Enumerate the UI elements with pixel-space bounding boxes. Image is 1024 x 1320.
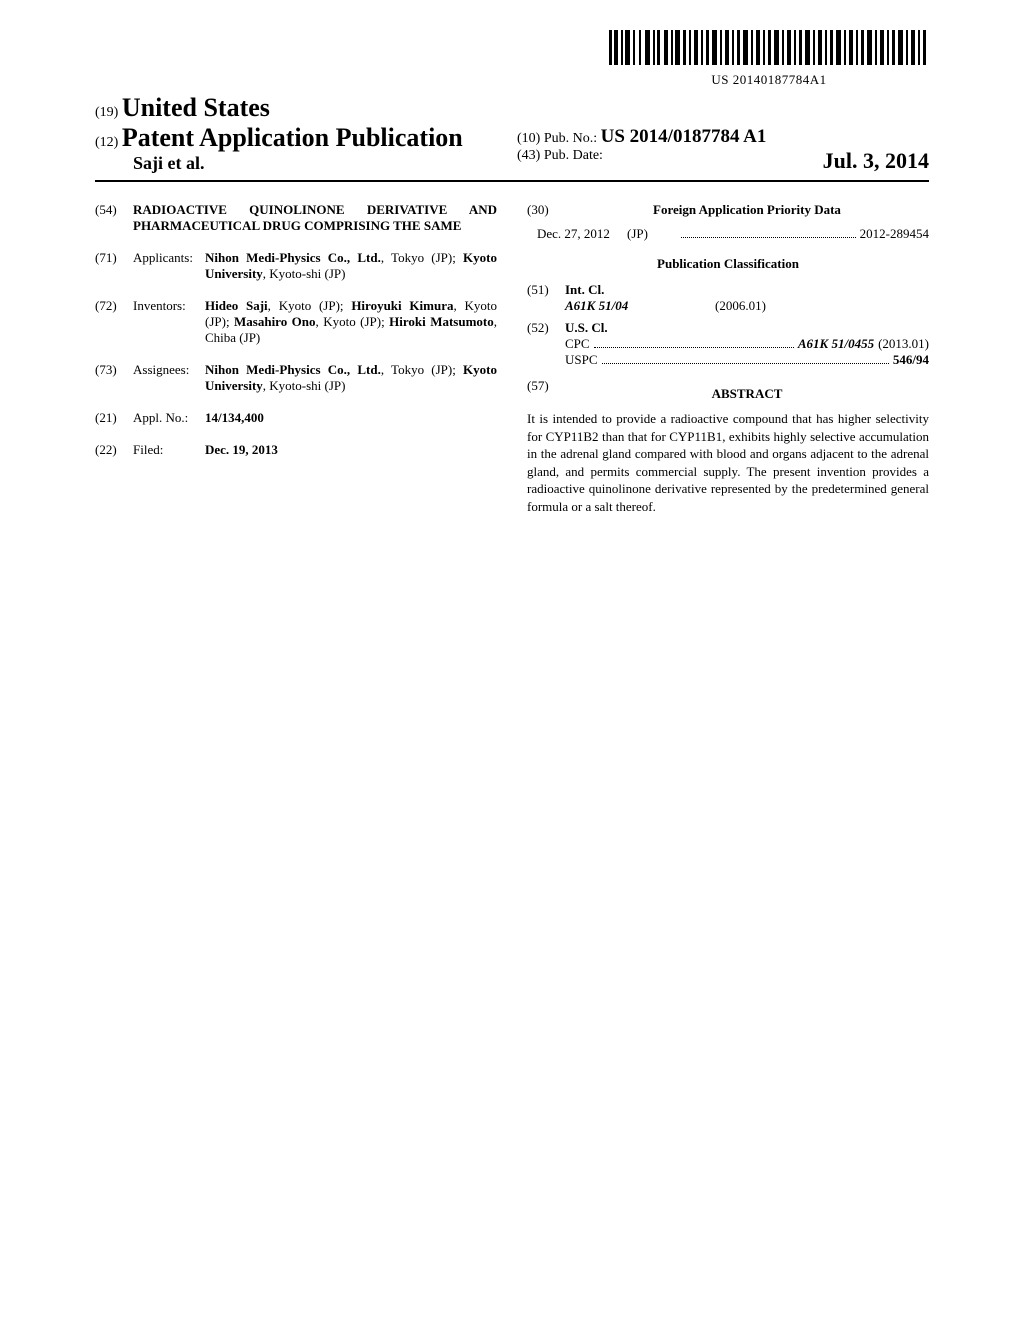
pub-date-line: (43) Pub. Date: Jul. 3, 2014 — [517, 148, 929, 174]
content-columns: (54) RADIOACTIVE QUINOLINONE DERIVATIVE … — [95, 202, 929, 515]
uscl-section: (52) U.S. Cl. CPC A61K 51/0455 (2013.01)… — [527, 320, 929, 368]
assignees-label: Assignees: — [133, 362, 205, 394]
filed-label: Filed: — [133, 442, 205, 458]
assignees-content: Nihon Medi-Physics Co., Ltd., Tokyo (JP)… — [205, 362, 497, 394]
priority-row: Dec. 27, 2012 (JP) 2012-289454 — [527, 226, 929, 242]
appl-no-field: (21) Appl. No.: 14/134,400 — [95, 410, 497, 426]
appl-no-label: Appl. No.: — [133, 410, 205, 426]
inventor-3: Masahiro Ono — [234, 314, 316, 329]
applicant-1-name: Nihon Medi-Physics Co., Ltd. — [205, 250, 381, 265]
dotted-fill-icon — [594, 338, 794, 348]
title-code: (54) — [95, 202, 133, 234]
intcl-row: A61K 51/04 (2006.01) — [527, 298, 929, 314]
applicants-content: Nihon Medi-Physics Co., Ltd., Tokyo (JP)… — [205, 250, 497, 282]
barcode-icon — [609, 30, 929, 65]
assignees-field: (73) Assignees: Nihon Medi-Physics Co., … — [95, 362, 497, 394]
inventor-1-loc: , Kyoto (JP); — [268, 298, 352, 313]
cpc-row: CPC A61K 51/0455 (2013.01) — [527, 336, 929, 352]
left-column: (54) RADIOACTIVE QUINOLINONE DERIVATIVE … — [95, 202, 497, 515]
appl-no-value: 14/134,400 — [205, 410, 497, 426]
intcl-class: A61K 51/04 — [565, 298, 665, 314]
inventor-3-loc: , Kyoto (JP); — [316, 314, 390, 329]
pub-date-value: Jul. 3, 2014 — [823, 148, 929, 174]
priority-number: 2012-289454 — [860, 226, 929, 242]
pub-date-code: (43) — [517, 148, 540, 163]
filed-code: (22) — [95, 442, 133, 458]
uscl-code: (52) — [527, 320, 565, 336]
classification-heading: Publication Classification — [527, 256, 929, 272]
intcl-header: (51) Int. Cl. — [527, 282, 929, 298]
uscl-header: (52) U.S. Cl. — [527, 320, 929, 336]
inventors-field: (72) Inventors: Hideo Saji, Kyoto (JP); … — [95, 298, 497, 346]
country-code: (19) — [95, 105, 118, 120]
assignee-2-loc: , Kyoto-shi (JP) — [263, 378, 346, 393]
abstract-heading: ABSTRACT — [565, 386, 929, 402]
applicants-field: (71) Applicants: Nihon Medi-Physics Co.,… — [95, 250, 497, 282]
barcode-area: US 20140187784A1 — [95, 30, 929, 89]
uscl-label: U.S. Cl. — [565, 320, 608, 336]
pub-no-value: US 2014/0187784 A1 — [601, 126, 767, 147]
inventors-content: Hideo Saji, Kyoto (JP); Hiroyuki Kimura,… — [205, 298, 497, 346]
intcl-date: (2006.01) — [715, 298, 766, 314]
pub-type-line: (12) Patent Application Publication — [95, 123, 507, 153]
doc-type-code: (12) — [95, 135, 118, 150]
inventor-1: Hideo Saji — [205, 298, 268, 313]
applicants-label: Applicants: — [133, 250, 205, 282]
inventors-label: Inventors: — [133, 298, 205, 346]
barcode-number: US 20140187784A1 — [609, 72, 929, 88]
right-column: (30) Foreign Application Priority Data D… — [527, 202, 929, 515]
filed-value: Dec. 19, 2013 — [205, 442, 497, 458]
foreign-priority-field: (30) Foreign Application Priority Data — [527, 202, 929, 218]
intcl-section: (51) Int. Cl. A61K 51/04 (2006.01) — [527, 282, 929, 314]
pub-no-label: Pub. No.: — [544, 131, 597, 146]
pub-no-code: (10) — [517, 131, 540, 146]
intcl-label: Int. Cl. — [565, 282, 604, 298]
uspc-row: USPC 546/94 — [527, 352, 929, 368]
appl-no-code: (21) — [95, 410, 133, 426]
authors-line: Saji et al. — [95, 153, 507, 174]
priority-country: (JP) — [627, 226, 677, 242]
applicants-code: (71) — [95, 250, 133, 282]
intcl-code: (51) — [527, 282, 565, 298]
abstract-heading-wrap: ABSTRACT — [565, 378, 929, 410]
country-name: United States — [122, 93, 270, 122]
barcode-container: US 20140187784A1 — [609, 30, 929, 88]
uspc-label: USPC — [565, 352, 598, 368]
foreign-priority-heading: Foreign Application Priority Data — [565, 202, 929, 218]
abstract-text: It is intended to provide a radioactive … — [527, 410, 929, 515]
assignee-1-name: Nihon Medi-Physics Co., Ltd. — [205, 362, 381, 377]
foreign-priority-heading-wrap: Foreign Application Priority Data — [565, 202, 929, 218]
inventors-code: (72) — [95, 298, 133, 346]
country-line: (19) United States — [95, 93, 507, 123]
pub-no-line: (10) Pub. No.: US 2014/0187784 A1 — [517, 126, 929, 148]
doc-type: Patent Application Publication — [122, 123, 463, 152]
cpc-label: CPC — [565, 336, 590, 352]
title-field: (54) RADIOACTIVE QUINOLINONE DERIVATIVE … — [95, 202, 497, 234]
assignees-code: (73) — [95, 362, 133, 394]
cpc-date: (2013.01) — [878, 336, 929, 352]
assignee-1-loc: , Tokyo (JP); — [381, 362, 463, 377]
pub-date-label: Pub. Date: — [544, 148, 603, 163]
header-left: (19) United States (12) Patent Applicati… — [95, 93, 507, 174]
applicant-2-loc: , Kyoto-shi (JP) — [263, 266, 346, 281]
inventor-2: Hiroyuki Kimura — [351, 298, 453, 313]
dotted-fill-icon — [681, 228, 856, 238]
filed-field: (22) Filed: Dec. 19, 2013 — [95, 442, 497, 458]
abstract-header-row: (57) ABSTRACT — [527, 378, 929, 410]
abstract-code: (57) — [527, 378, 565, 410]
header-right: (10) Pub. No.: US 2014/0187784 A1 (43) P… — [507, 126, 929, 174]
header: (19) United States (12) Patent Applicati… — [95, 93, 929, 182]
dotted-fill-icon — [602, 354, 889, 364]
priority-date: Dec. 27, 2012 — [537, 226, 627, 242]
title-text: RADIOACTIVE QUINOLINONE DERIVATIVE AND P… — [133, 202, 497, 234]
inventor-4: Hiroki Matsumoto — [389, 314, 494, 329]
applicant-1-loc: , Tokyo (JP); — [381, 250, 463, 265]
foreign-priority-code: (30) — [527, 202, 565, 218]
uspc-value: 546/94 — [893, 352, 929, 368]
cpc-value: A61K 51/0455 — [798, 336, 874, 352]
